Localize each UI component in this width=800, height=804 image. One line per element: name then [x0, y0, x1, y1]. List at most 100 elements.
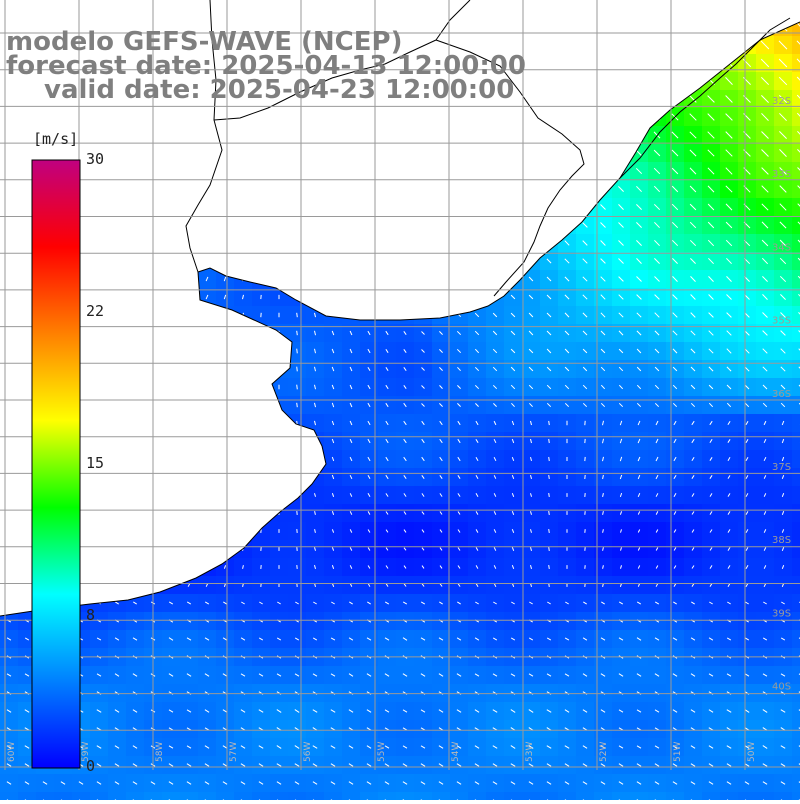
speed-cell: [36, 792, 54, 800]
speed-cell: [792, 522, 800, 540]
longitude-label: 54W: [451, 742, 461, 762]
speed-cell: [792, 450, 800, 468]
wind-arrow: [549, 439, 550, 443]
wind-arrow: [549, 493, 550, 497]
longitude-label: 56W: [303, 742, 313, 762]
speed-cell: [522, 792, 540, 800]
colorbar-tick-0: 0: [86, 757, 95, 775]
speed-cell: [468, 792, 486, 800]
longitude-label: 52W: [599, 742, 609, 762]
wind-arrow: [297, 403, 298, 407]
speed-cell: [792, 72, 800, 90]
speed-cell: [792, 306, 800, 324]
latitude-label: 40S: [772, 682, 791, 693]
speed-cell: [576, 792, 594, 800]
wind-arrow: [549, 475, 550, 479]
speed-cell: [792, 432, 800, 450]
speed-cell: [792, 486, 800, 504]
speed-cell: [792, 162, 800, 180]
speed-cell: [792, 414, 800, 432]
longitude-label: 50W: [747, 742, 757, 762]
speed-cell: [630, 792, 648, 800]
speed-cell: [108, 792, 126, 800]
valid-date: valid date: 2025-04-23 12:00:00: [6, 78, 526, 102]
wind-arrow: [297, 385, 298, 390]
wind-arrow: [549, 421, 550, 425]
speed-cell: [792, 792, 800, 800]
speed-cell: [738, 792, 756, 800]
speed-cell: [360, 792, 378, 800]
speed-cell: [594, 792, 612, 800]
speed-cell: [792, 342, 800, 360]
speed-cell: [486, 792, 504, 800]
speed-cell: [0, 792, 18, 800]
speed-cell: [666, 792, 684, 800]
speed-cell: [72, 792, 90, 800]
speed-cell: [432, 792, 450, 800]
latitude-label: 39S: [772, 608, 791, 619]
wind-arrow: [297, 349, 298, 354]
speed-cell: [774, 792, 792, 800]
speed-cell: [702, 792, 720, 800]
speed-cell: [792, 378, 800, 396]
speed-cell: [144, 792, 162, 800]
latitude-label: 37S: [772, 462, 791, 473]
speed-cell: [324, 792, 342, 800]
speed-cell: [792, 90, 800, 108]
speed-cell: [612, 792, 630, 800]
speed-cell: [792, 108, 800, 126]
speed-cell: [684, 792, 702, 800]
wind-arrow: [549, 529, 550, 533]
speed-cell: [288, 792, 306, 800]
speed-cell: [756, 792, 774, 800]
speed-cell: [792, 594, 800, 612]
colorbar: [31, 159, 81, 771]
speed-cell: [792, 702, 800, 720]
speed-cell: [792, 540, 800, 558]
speed-cell: [198, 792, 216, 800]
speed-cell: [792, 684, 800, 702]
speed-cell: [792, 288, 800, 306]
speed-cell: [306, 792, 324, 800]
speed-cell: [792, 738, 800, 756]
wind-arrow: [297, 331, 298, 335]
speed-cell: [792, 252, 800, 270]
speed-cell: [792, 630, 800, 648]
speed-cell: [792, 612, 800, 630]
latitude-label: 34S: [772, 242, 791, 253]
speed-cell: [270, 792, 288, 800]
longitude-label: 58W: [155, 742, 165, 762]
latitude-label: 36S: [772, 389, 791, 400]
speed-cell: [792, 270, 800, 288]
colorbar-tick-8: 8: [86, 606, 95, 624]
latitude-label: 35S: [772, 316, 791, 327]
wind-arrow: [549, 457, 550, 461]
latitude-label: 33S: [772, 169, 791, 180]
speed-cell: [792, 468, 800, 486]
speed-cell: [414, 792, 432, 800]
map-title: modelo GEFS-WAVE (NCEP) forecast date: 2…: [6, 30, 526, 102]
speed-cell: [792, 756, 800, 774]
speed-cell: [18, 792, 36, 800]
wind-arrow: [297, 313, 298, 317]
speed-cell: [792, 198, 800, 216]
wind-arrow: [549, 565, 550, 569]
speed-cell: [558, 792, 576, 800]
speed-cell: [792, 234, 800, 252]
colorbar-tick-15: 15: [86, 454, 104, 472]
speed-cell: [90, 792, 108, 800]
speed-cell: [792, 180, 800, 198]
latitude-label: 32S: [772, 96, 791, 107]
colorbar-tick-22: 22: [86, 302, 104, 320]
speed-cell: [792, 144, 800, 162]
speed-cell: [342, 792, 360, 800]
wind-arrow: [549, 547, 550, 551]
speed-cell: [792, 126, 800, 144]
speed-cell: [396, 792, 414, 800]
speed-cell: [792, 36, 800, 54]
longitude-label: 60W: [7, 742, 17, 762]
speed-cell: [792, 576, 800, 594]
colorbar-tick-30: 30: [86, 150, 104, 168]
colorbar-unit-label: [m/s]: [33, 130, 78, 148]
